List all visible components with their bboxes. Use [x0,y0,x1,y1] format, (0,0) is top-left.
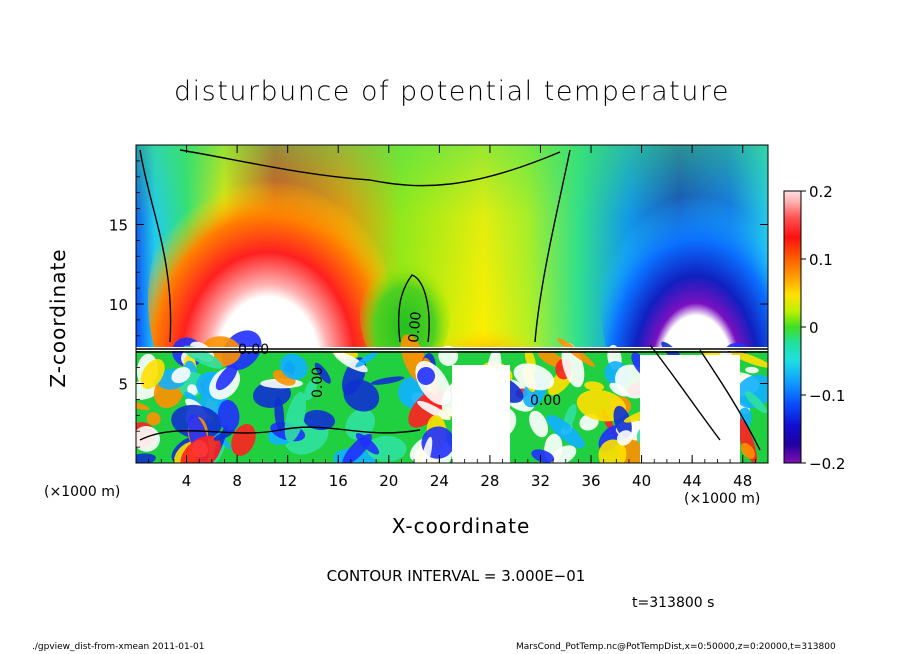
colorbar-tick-label: 0.2 [809,183,833,201]
x-tick-label: 20 [379,472,398,490]
y-axis-label: Z-coordinate [46,248,70,388]
chart-title: disturbunce of potential temperature [174,76,730,107]
x-tick-label: 12 [278,472,297,490]
y-axis: 5 10 15 [109,160,768,448]
contour-label: 0.00 [530,393,561,409]
footer-left: ./gpview_dist-from-xmean 2011-01-01 [32,642,205,652]
time-stamp: t=313800 s [632,595,715,611]
x-axis-label: X-coordinate [391,514,531,538]
contour-label: 0.00 [310,367,326,398]
heatmap-field [136,145,768,463]
x-tick-label: 8 [232,472,242,490]
x-tick-label: 4 [182,472,192,490]
x-tick-label: 24 [430,472,449,490]
x-tick-label: 40 [632,472,651,490]
y-tick-label: 5 [118,376,128,394]
x-tick-label: 32 [531,472,550,490]
x-unit-label-left: (×1000 m) [44,484,121,500]
x-tick-label: 48 [733,472,752,490]
x-unit-label-right: (×1000 m) [684,491,761,507]
x-tick-label: 36 [581,472,600,490]
colorbar-tick-label: 0 [809,319,819,337]
x-tick-label: 28 [480,472,499,490]
contour-label: 0.00 [238,342,269,358]
contour-interval-text: CONTOUR INTERVAL = 3.000E−01 [326,567,586,585]
contour-label: 0.00 [406,311,425,343]
x-tick-label: 44 [683,472,702,490]
y-tick-label: 15 [109,217,128,235]
footer-right: MarsCond_PotTemp.nc@PotTempDist,x=0:5000… [516,642,836,652]
colorbar-tick-label: 0.1 [809,251,833,269]
x-tick-label: 16 [329,472,348,490]
colorbar-tick-label: −0.1 [809,387,845,405]
x-axis: 4 8 12 16 20 24 28 32 36 40 44 48 [135,145,769,490]
colorbar-tick-label: −0.2 [809,455,845,473]
y-tick-label: 10 [109,296,128,314]
colorbar: 0.2 0.1 0 −0.1 −0.2 [783,183,845,473]
